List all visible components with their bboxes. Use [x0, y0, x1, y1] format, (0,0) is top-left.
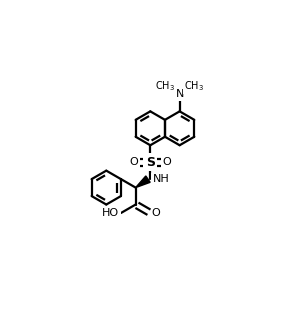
Text: N: N: [176, 90, 184, 100]
Text: O: O: [162, 157, 171, 167]
Text: O: O: [152, 208, 160, 218]
Polygon shape: [136, 176, 150, 188]
Text: CH$_3$: CH$_3$: [184, 79, 204, 93]
Text: HO: HO: [102, 208, 119, 218]
Text: NH: NH: [152, 174, 169, 184]
Text: O: O: [130, 157, 139, 167]
Text: S: S: [146, 156, 155, 169]
Text: CH$_3$: CH$_3$: [155, 79, 175, 93]
